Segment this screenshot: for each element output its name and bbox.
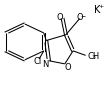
Text: O: O bbox=[64, 63, 71, 72]
Text: CH: CH bbox=[88, 52, 100, 61]
Text: O: O bbox=[56, 13, 63, 22]
Text: Cl: Cl bbox=[34, 57, 42, 66]
Text: O: O bbox=[77, 12, 83, 21]
Text: −: − bbox=[81, 13, 86, 18]
Text: +: + bbox=[99, 4, 104, 9]
Text: 3: 3 bbox=[92, 55, 96, 60]
Text: N: N bbox=[42, 60, 48, 69]
Text: K: K bbox=[94, 5, 100, 15]
